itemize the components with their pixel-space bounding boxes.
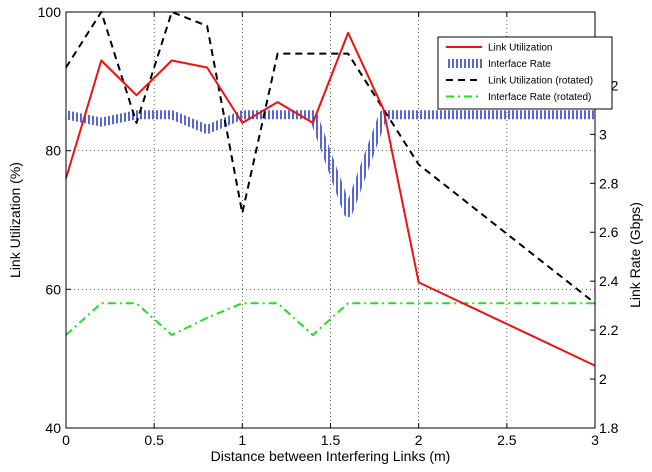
x-tick-label: 0.5 <box>144 432 164 448</box>
x-tick-label: 2.5 <box>497 432 517 448</box>
x-tick-label: 2 <box>415 432 423 448</box>
axis-ticks: 00.511.522.534060801001.822.22.42.62.833… <box>38 4 619 448</box>
x-tick-label: 0 <box>62 432 70 448</box>
x-tick-label: 1.5 <box>321 432 341 448</box>
y2-tick-label: 2 <box>599 371 607 387</box>
series-layer <box>65 11 596 367</box>
legend-label: Interface Rate (rotated) <box>488 92 591 103</box>
y2-tick-label: 2.2 <box>599 322 619 338</box>
legend-label: Link Utilization <box>488 43 552 54</box>
legend: Link Utilization Interface Rate Link Utili… <box>437 36 613 110</box>
y2-tick-label: 2.8 <box>599 175 619 191</box>
y2-tick-label: 1.8 <box>599 420 619 436</box>
legend-label: Interface Rate <box>488 59 551 70</box>
y2-tick-label: 2.6 <box>599 224 619 240</box>
y-axis-label: Link Utilization (%) <box>7 162 23 278</box>
y-tick-label: 80 <box>45 143 61 159</box>
series-line-3 <box>65 302 595 336</box>
y2-tick-label: 2.4 <box>599 273 619 289</box>
x-tick-label: 1 <box>238 432 246 448</box>
legend-box <box>437 36 613 110</box>
x-axis-label: Distance between Interfering Links (m) <box>211 448 451 464</box>
legend-label: Link Utilization (rotated) <box>488 76 593 87</box>
series-line-1 <box>65 110 595 218</box>
x-tick-label: 3 <box>591 432 599 448</box>
series-line-0 <box>65 31 596 367</box>
y2-tick-label: 3 <box>599 126 607 142</box>
y-tick-label: 60 <box>45 281 61 297</box>
y-tick-label: 100 <box>38 4 62 20</box>
series-line-2 <box>65 11 596 304</box>
y-tick-label: 40 <box>45 420 61 436</box>
y2-axis-label: Link Rate (Gbps) <box>627 202 643 308</box>
